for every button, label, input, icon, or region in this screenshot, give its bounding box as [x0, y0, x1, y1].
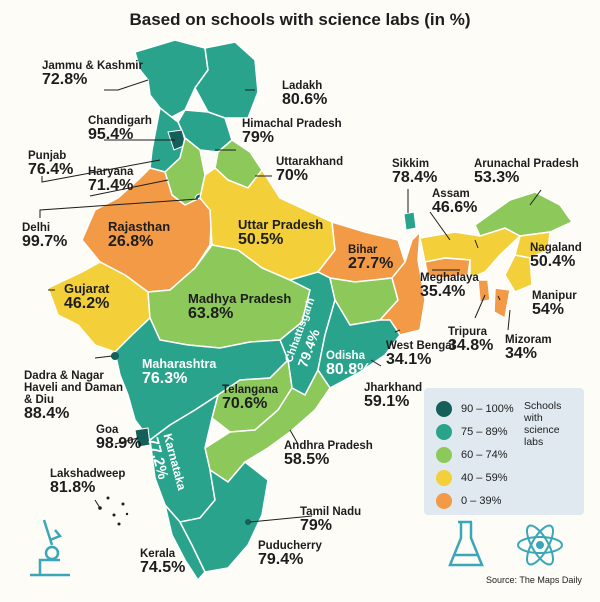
label-nagaland: Nagaland 50.4% [530, 242, 582, 271]
region-arunachal-pradesh [474, 191, 574, 237]
label-jammu-kashmir: Jammu & Kashmir 72.8% [42, 60, 143, 89]
page-title: Based on schools with science labs (in %… [129, 10, 471, 29]
label-puducherry: Puducherry 79.4% [258, 540, 322, 569]
region-sikkim [403, 211, 417, 231]
legend-item: 0 – 39% [436, 492, 501, 510]
label-manipur: Manipur 54% [532, 290, 577, 319]
legend-swatch [436, 493, 452, 509]
label-bihar: Bihar 27.7% [348, 244, 394, 273]
label-arunachal-pradesh: Arunachal Pradesh 53.3% [474, 158, 579, 187]
label-lakshadweep: Lakshadweep 81.8% [50, 468, 126, 497]
label-tripura: Tripura 34.8% [448, 326, 494, 355]
region-mizoram [493, 287, 511, 320]
legend-item: 40 – 59% [436, 469, 507, 487]
label-goa: Goa 98.9% [96, 424, 142, 453]
region-west-bengal [378, 230, 426, 336]
region-dadra-daman-diu [111, 352, 119, 360]
label-odisha: Odisha 80.8% [326, 350, 372, 379]
label-delhi: Delhi 99.7% [22, 222, 68, 251]
label-ladakh: Ladakh 80.6% [282, 80, 328, 109]
source-credit: Source: The Maps Daily [486, 575, 582, 585]
label-dadra-daman-diu: Dadra & Nagar Haveli and Daman & Diu 88.4… [24, 370, 124, 423]
label-madhya-pradesh: Madhya Pradesh 63.8% [188, 291, 292, 322]
label-haryana: Haryana 71.4% [88, 166, 134, 195]
region-manipur [504, 254, 533, 293]
legend-swatch [436, 424, 452, 440]
label-meghalaya: Meghalaya 35.4% [420, 272, 479, 301]
legend: 90 – 100% 75 – 89% 60 – 74% 40 – 59% 0 –… [424, 388, 584, 515]
label-kerala: Kerala 74.5% [140, 548, 186, 577]
lakshadweep-islands [98, 496, 129, 526]
label-gujarat: Gujarat 46.2% [64, 281, 110, 312]
legend-item: 60 – 74% [436, 446, 507, 464]
atom-icon [517, 524, 563, 566]
region-puducherry [245, 519, 251, 525]
label-punjab: Punjab 76.4% [28, 150, 74, 179]
legend-swatch [436, 447, 452, 463]
label-andhra-pradesh: Andhra Pradesh 58.5% [284, 440, 373, 469]
legend-swatch [436, 401, 452, 417]
region-tripura [477, 279, 491, 303]
region-nagaland [514, 231, 551, 259]
label-maharashtra: Maharashtra 76.3% [142, 357, 217, 388]
label-rajasthan: Rajasthan 26.8% [108, 219, 171, 250]
label-uttar-pradesh: Uttar Pradesh 50.5% [238, 217, 324, 248]
region-meghalaya [424, 257, 471, 279]
legend-title: Schools with science labs [524, 400, 562, 449]
label-telangana: Telangana 70.6% [222, 384, 279, 413]
region-tamil-nadu [178, 460, 269, 573]
label-jharkhand: Jharkhand 59.1% [364, 382, 423, 411]
region-jammu-kashmir [134, 39, 209, 119]
label-himachal-pradesh: Himachal Pradesh 79% [242, 118, 342, 147]
label-sikkim: Sikkim 78.4% [392, 158, 438, 187]
label-west-bengal: West Bengal 34.1% [386, 340, 455, 369]
legend-item: 75 – 89% [436, 423, 507, 441]
region-odisha [317, 298, 401, 389]
label-mizoram: Mizoram 34% [505, 334, 552, 363]
microscope-icon [30, 519, 70, 577]
legend-swatch [436, 470, 452, 486]
label-assam: Assam 46.6% [432, 188, 478, 217]
flask-icon [448, 520, 484, 567]
label-tamil-nadu: Tamil Nadu 79% [300, 506, 362, 535]
region-ladakh [194, 41, 259, 119]
label-chandigarh: Chandigarh 95.4% [88, 115, 152, 144]
label-uttarakhand: Uttarakhand 70% [276, 156, 344, 185]
leader-lines [39, 79, 542, 523]
legend-item: 90 – 100% [436, 400, 514, 418]
